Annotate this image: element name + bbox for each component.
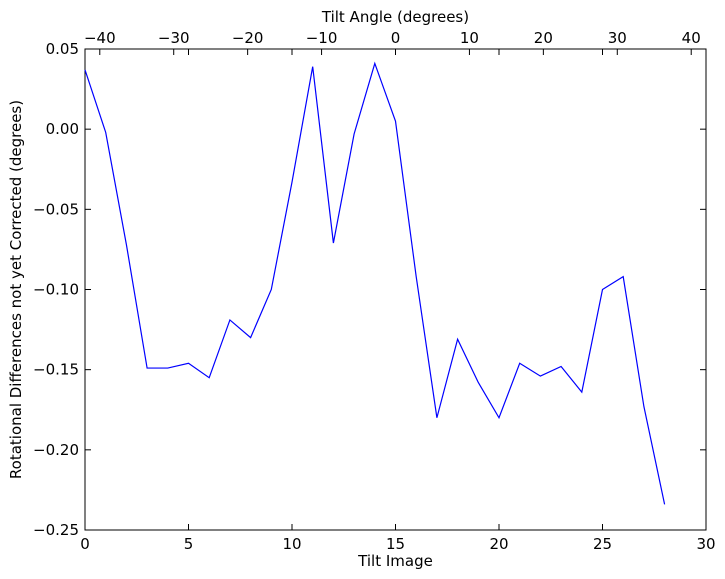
x-tick-label: 20 bbox=[489, 535, 508, 553]
x-tick-label: 15 bbox=[386, 535, 405, 553]
top-tick-label: 0 bbox=[391, 29, 401, 47]
y-axis-label: Rotational Differences not yet Corrected… bbox=[7, 100, 25, 479]
series-layer bbox=[84, 61, 666, 505]
top-tick-label: −40 bbox=[84, 29, 116, 47]
top-tick-label: 30 bbox=[608, 29, 627, 47]
x-tick-label: 10 bbox=[282, 535, 301, 553]
x-tick-label: 30 bbox=[696, 535, 715, 553]
x-tick-label: 0 bbox=[80, 535, 90, 553]
axis-ticks: 0 5 10 15 20 25 30 −40 −30 −20 −10 0 10 20 30 40 0.05 0.0… bbox=[33, 29, 716, 553]
top-tick-label: 20 bbox=[534, 29, 553, 47]
y-tick-label: −0.20 bbox=[33, 441, 79, 459]
series-line-0 bbox=[84, 61, 666, 505]
y-tick-label: −0.10 bbox=[33, 281, 79, 299]
top-tick-label: −20 bbox=[232, 29, 264, 47]
y-tick-label: 0.00 bbox=[46, 120, 79, 138]
y-tick-label: 0.05 bbox=[46, 40, 79, 58]
x-tick-label: 25 bbox=[593, 535, 612, 553]
y-tick-label: −0.05 bbox=[33, 200, 79, 218]
top-tick-label: −10 bbox=[306, 29, 338, 47]
x-tick-label: 5 bbox=[184, 535, 194, 553]
top-tick-label: 10 bbox=[460, 29, 479, 47]
top-tick-label: −30 bbox=[158, 29, 190, 47]
y-tick-label: −0.25 bbox=[33, 521, 79, 539]
top-axis-label: Tilt Angle (degrees) bbox=[321, 8, 469, 26]
y-tick-label: −0.15 bbox=[33, 361, 79, 379]
x-axis-label: Tilt Image bbox=[357, 552, 433, 570]
top-tick-label: 40 bbox=[682, 29, 701, 47]
